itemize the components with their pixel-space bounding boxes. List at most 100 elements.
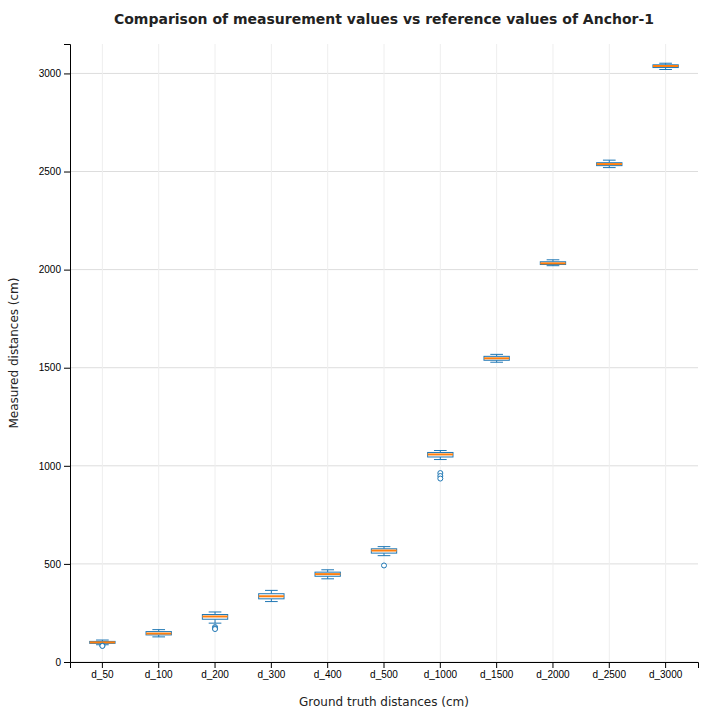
y-tick-label: 500	[44, 559, 61, 570]
box	[315, 572, 340, 576]
y-tick-mark	[64, 466, 70, 467]
x-tick-mark	[271, 662, 272, 668]
y-tick-mark	[64, 172, 70, 173]
x-tick-label: d_100	[145, 669, 173, 680]
box	[484, 356, 509, 360]
x-tick-label: d_500	[370, 669, 398, 680]
y-tick: 500	[44, 559, 70, 570]
flier	[100, 643, 105, 648]
x-axis: d_50 d_100 d_200 d_300 d_400 d_500 d_1000 d_150…	[71, 662, 699, 680]
title: Comparison of measurement values vs refe…	[114, 11, 654, 27]
x-tick: d_1000	[424, 662, 458, 680]
x-tick-mark	[609, 662, 610, 668]
y-tick: 2000	[39, 264, 70, 275]
x-tick-mark	[327, 662, 328, 668]
cap-low	[547, 265, 560, 266]
x-tick: d_200	[201, 662, 229, 680]
y-tick-label: 1500	[39, 362, 62, 373]
box-group	[597, 160, 622, 167]
median	[597, 163, 622, 165]
y-tick: 1500	[39, 362, 70, 373]
y-tick-label: 1000	[39, 461, 62, 472]
y-axis-title: Measured distances (cm)	[7, 278, 21, 429]
x-axis-title: Ground truth distances (cm)	[299, 695, 469, 709]
x-tick-mark	[215, 662, 216, 668]
y-tick: 0	[55, 657, 70, 668]
cap-high	[547, 259, 560, 260]
y-tick-mark	[64, 270, 70, 271]
whisker-high	[271, 590, 272, 593]
x-tick-mark	[496, 662, 497, 668]
box	[259, 594, 284, 599]
plot-area: 050010001500200025003000d_50d_100d_200d_…	[39, 44, 699, 680]
x-tick: d_100	[145, 662, 173, 680]
grid	[70, 44, 698, 662]
cap-high	[96, 640, 109, 641]
y-tick: 3000	[39, 68, 70, 79]
median	[315, 573, 340, 575]
box-group	[259, 590, 284, 601]
y-tick-mark	[64, 368, 70, 369]
x-tick-label: d_1500	[480, 669, 514, 680]
x-axis-line	[71, 663, 699, 669]
x-tick-mark	[665, 662, 666, 668]
boxes	[90, 63, 679, 648]
chart: 050010001500200025003000d_50d_100d_200d_…	[0, 0, 720, 720]
box-group	[540, 260, 565, 266]
x-tick: d_500	[370, 662, 398, 680]
x-tick: d_400	[314, 662, 342, 680]
flier	[100, 643, 105, 648]
box-group	[90, 640, 115, 648]
x-tick-mark	[158, 662, 159, 668]
cap-low	[265, 601, 278, 602]
y-tick: 1000	[39, 461, 70, 472]
box-group	[428, 451, 453, 482]
median	[428, 453, 453, 455]
x-tick-label: d_200	[201, 669, 229, 680]
median	[202, 615, 227, 617]
cap-low	[434, 459, 447, 460]
box	[428, 452, 453, 457]
x-tick-label: d_300	[257, 669, 285, 680]
box	[202, 615, 227, 620]
x-tick-label: d_2000	[536, 669, 570, 680]
box	[653, 65, 678, 68]
y-tick-label: 2000	[39, 264, 62, 275]
box	[146, 632, 171, 635]
x-tick-mark	[384, 662, 385, 668]
x-tick-mark	[440, 662, 441, 668]
x-tick-label: d_3000	[649, 669, 683, 680]
x-tick: d_2500	[593, 662, 627, 680]
x-tick-mark	[552, 662, 553, 668]
x-tick-label: d_50	[91, 669, 114, 680]
box-group	[202, 612, 227, 632]
median	[371, 550, 396, 552]
cap-low	[209, 623, 222, 624]
cap-low	[378, 555, 391, 556]
grid-line-x	[158, 44, 159, 662]
box-group	[484, 354, 509, 362]
whisker-low	[215, 619, 216, 623]
grid-line-x	[271, 44, 272, 662]
box	[371, 549, 396, 553]
median	[484, 357, 509, 359]
cap-high	[434, 450, 447, 451]
y-axis: 050010001500200025003000	[39, 45, 71, 668]
x-tick-label: d_400	[314, 669, 342, 680]
grid-line-x	[384, 44, 385, 662]
cap-low	[490, 362, 503, 363]
grid-line-x	[665, 44, 666, 662]
box	[597, 163, 622, 166]
cap-low	[152, 636, 165, 637]
y-axis-line	[64, 45, 71, 663]
box-group	[653, 63, 678, 69]
cap-high	[321, 569, 334, 570]
flier	[382, 563, 387, 568]
y-tick-label: 3000	[39, 68, 62, 79]
cap-high	[152, 629, 165, 630]
box-group	[315, 570, 340, 579]
cap-high	[265, 590, 278, 591]
grid-line-x	[609, 44, 610, 662]
y-tick-label: 0	[55, 657, 61, 668]
flier	[213, 626, 218, 631]
